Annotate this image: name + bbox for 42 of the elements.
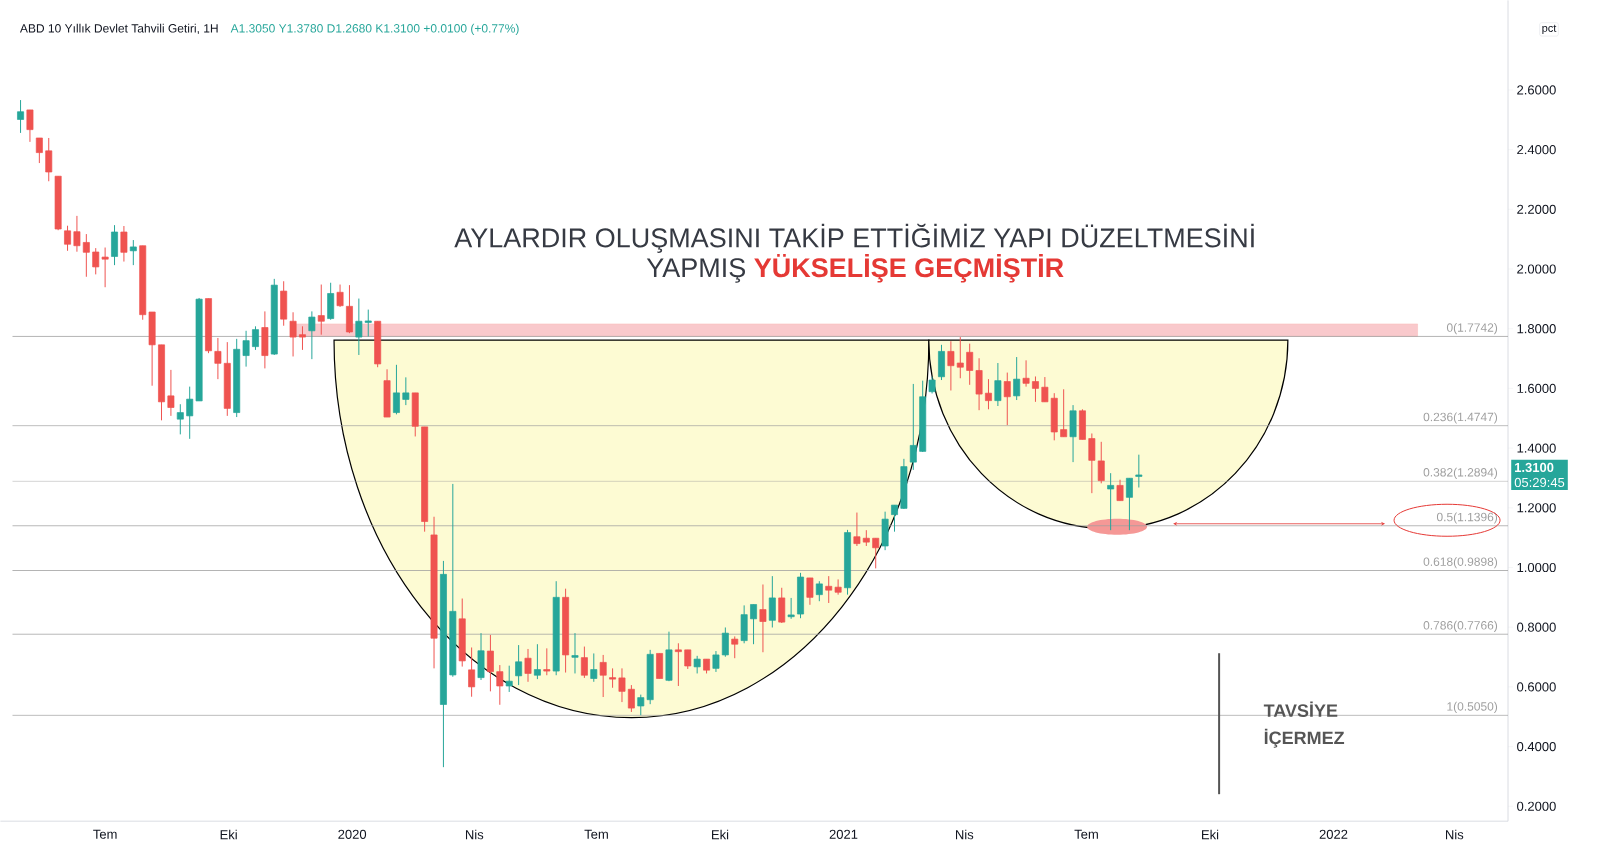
y-tick-label: 2.6000 bbox=[1517, 85, 1556, 95]
y-tick-label: 2.2000 bbox=[1517, 204, 1556, 214]
ref-line-label: 0.618(0.9898) bbox=[1423, 557, 1498, 569]
y-tick-label: 1.0000 bbox=[1517, 562, 1556, 572]
x-tick-label: Tem bbox=[584, 829, 608, 839]
y-tick-label: 1.6000 bbox=[1517, 383, 1556, 393]
ref-line-label: 0.236(1.4747) bbox=[1423, 412, 1498, 424]
x-tick-label: Eki bbox=[712, 829, 729, 840]
y-tick-label: 2.4000 bbox=[1517, 144, 1556, 155]
y-tick-label: 1.4000 bbox=[1517, 443, 1556, 453]
x-tick-label: Eki bbox=[1202, 829, 1219, 840]
ref-line-label: 1(0.5050) bbox=[1447, 701, 1498, 713]
text: A1.3050 Y1.3780 D1.2680 K1.3100 +0.0100 (+0.77%) bbox=[230, 23, 519, 35]
annotation: AYLARDIR OLUŞMASINI TAKİP ETTİĞİMİZ YAPI DÜZELTMESİNİ bbox=[454, 223, 1254, 253]
x-tick-label: Nis bbox=[955, 829, 974, 840]
y-tick-label: 2.0000 bbox=[1517, 264, 1556, 274]
ref-line-label: 0(1.7742) bbox=[1446, 322, 1498, 335]
x-tick-label: Tem bbox=[93, 829, 117, 839]
y-tick-label: 0.4000 bbox=[1517, 741, 1556, 752]
ref-line-label: 0.786(0.7766) bbox=[1423, 620, 1498, 632]
ref-line-label: 0.382(1.2894) bbox=[1423, 467, 1498, 479]
x-tick-label: 2020 bbox=[338, 829, 367, 839]
annotation: TAVSİYE bbox=[1263, 701, 1338, 717]
text: 1.3100 bbox=[1515, 462, 1554, 472]
x-tick-label: 2022 bbox=[1319, 829, 1348, 839]
x-tick-label: Tem bbox=[1074, 829, 1098, 839]
ref-line-label: 0.5(1.1396) bbox=[1436, 512, 1498, 524]
y-tick-label: 0.6000 bbox=[1517, 682, 1556, 692]
annotation: YAPMIŞ bbox=[646, 258, 745, 283]
annotation: YÜKSELİŞE GEÇMİŞTİR bbox=[754, 253, 1064, 283]
y-tick-label: 1.8000 bbox=[1517, 324, 1556, 334]
x-tick-label: Nis bbox=[465, 829, 484, 840]
annotation: İÇERMEZ bbox=[1264, 728, 1345, 748]
x-tick-label: 2021 bbox=[829, 829, 858, 839]
x-tick-label: Eki bbox=[220, 829, 237, 840]
y-tick-label: 0.2000 bbox=[1517, 801, 1556, 811]
y-tick-label: 1.2000 bbox=[1517, 503, 1556, 513]
x-tick-label: Nis bbox=[1446, 829, 1464, 840]
text: ABD 10 Yıllık Devlet Tahvili Getiri, 1H bbox=[19, 23, 218, 34]
text: pct bbox=[1542, 24, 1557, 34]
text: 05:29:45 bbox=[1514, 477, 1565, 487]
y-tick-label: 0.8000 bbox=[1517, 622, 1556, 632]
